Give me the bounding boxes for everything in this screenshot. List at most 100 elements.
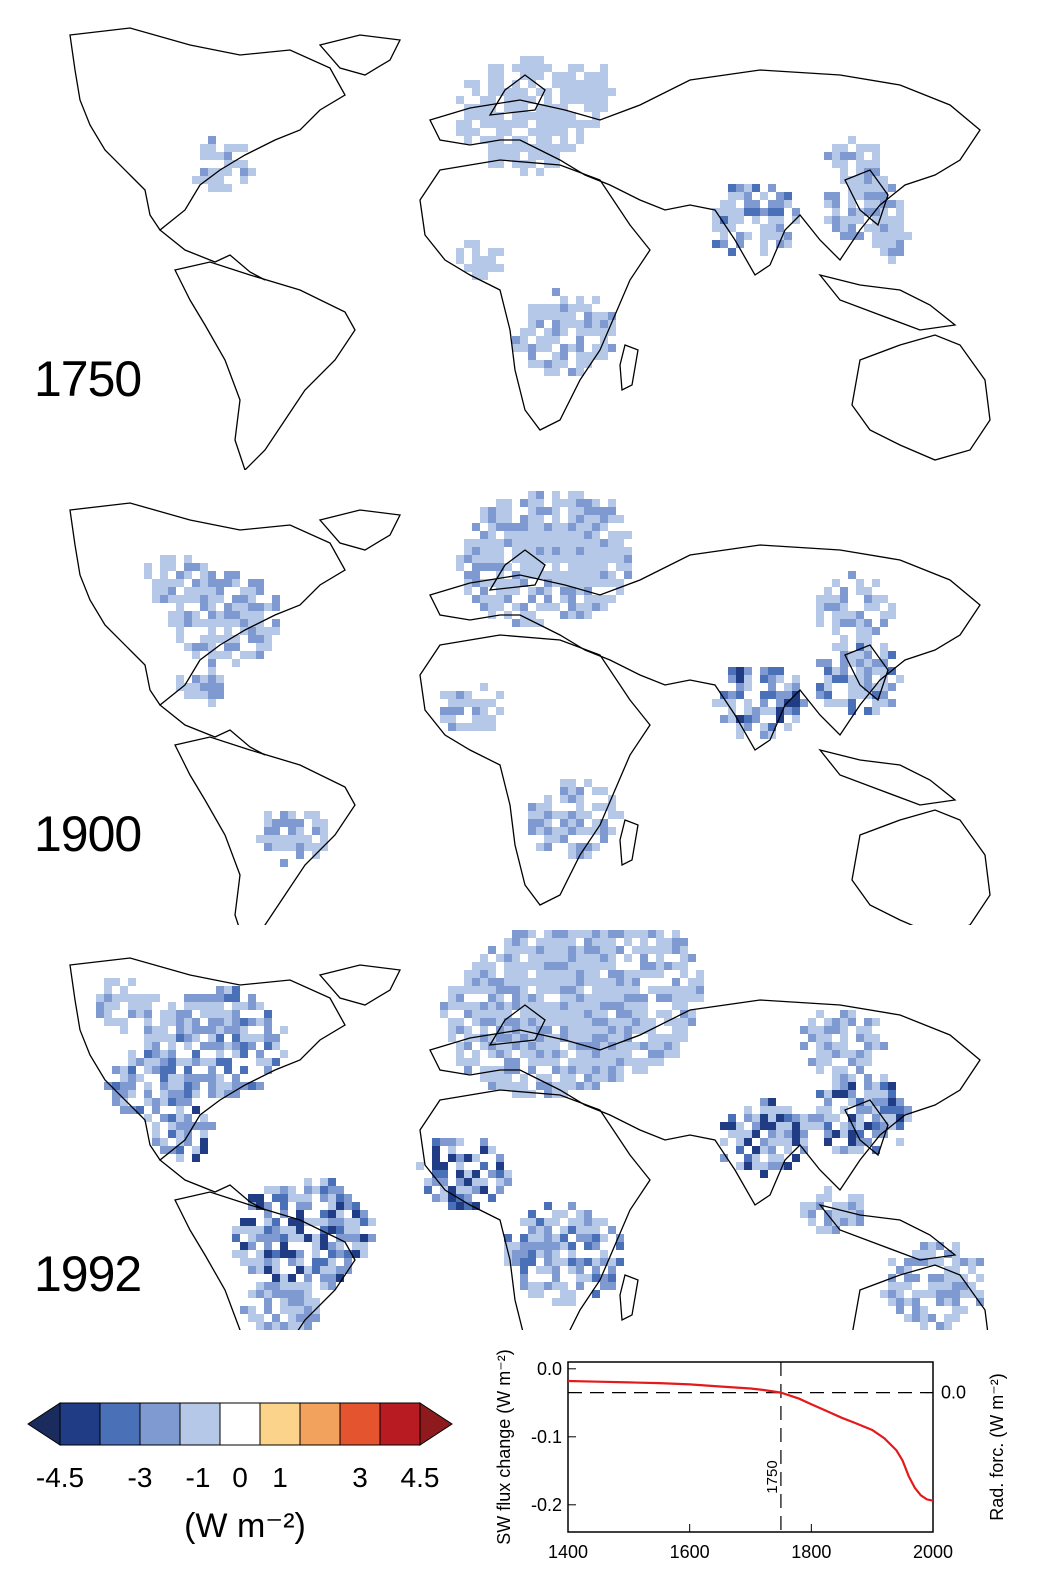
shaded-cell bbox=[616, 539, 624, 547]
shaded-cell bbox=[536, 962, 544, 970]
shaded-cell bbox=[496, 1018, 504, 1026]
shaded-cell bbox=[504, 954, 512, 962]
shaded-cell bbox=[248, 994, 256, 1002]
shaded-cell bbox=[920, 1290, 928, 1298]
shaded-cell bbox=[536, 152, 544, 160]
colorbar-svg: -4.5 -3 -1 0 1 3 4.5 (W m⁻²) bbox=[27, 1402, 453, 1545]
shaded-cell bbox=[544, 986, 552, 994]
shaded-cell bbox=[784, 1146, 792, 1154]
shaded-cell bbox=[816, 683, 824, 691]
shaded-cell bbox=[552, 515, 560, 523]
shaded-cell bbox=[880, 699, 888, 707]
shaded-cell bbox=[896, 1114, 904, 1122]
shaded-cell bbox=[536, 954, 544, 962]
shaded-cell bbox=[456, 1170, 464, 1178]
shaded-cell bbox=[872, 144, 880, 152]
shaded-cell bbox=[544, 819, 552, 827]
shaded-cell bbox=[592, 1042, 600, 1050]
shaded-cell bbox=[200, 1074, 208, 1082]
shaded-cell bbox=[544, 603, 552, 611]
shaded-cell bbox=[552, 571, 560, 579]
shaded-cell bbox=[592, 1074, 600, 1082]
shaded-cell bbox=[872, 1130, 880, 1138]
shaded-cell bbox=[232, 994, 240, 1002]
shaded-cell bbox=[488, 1034, 496, 1042]
shaded-cell bbox=[488, 72, 496, 80]
shaded-cell bbox=[472, 1002, 480, 1010]
shaded-cell bbox=[560, 1066, 568, 1074]
shaded-cell bbox=[584, 1018, 592, 1026]
shaded-cell bbox=[768, 216, 776, 224]
shaded-cell bbox=[560, 312, 568, 320]
shaded-cell bbox=[840, 1130, 848, 1138]
shaded-cell bbox=[272, 595, 280, 603]
shaded-cell bbox=[840, 611, 848, 619]
shaded-cell bbox=[672, 1018, 680, 1026]
shaded-cell bbox=[896, 1098, 904, 1106]
shaded-cell bbox=[664, 1018, 672, 1026]
shaded-cell bbox=[824, 691, 832, 699]
shaded-cell bbox=[760, 699, 768, 707]
shaded-cell bbox=[744, 200, 752, 208]
shaded-cell bbox=[576, 803, 584, 811]
shaded-cell bbox=[480, 683, 488, 691]
shaded-cell bbox=[560, 571, 568, 579]
shaded-cell bbox=[160, 1066, 168, 1074]
shaded-cell bbox=[584, 954, 592, 962]
shaded-cell bbox=[544, 1074, 552, 1082]
shaded-cell bbox=[320, 1226, 328, 1234]
shaded-cell bbox=[304, 1282, 312, 1290]
shaded-cell bbox=[224, 579, 232, 587]
shaded-cell bbox=[552, 1010, 560, 1018]
shaded-cell bbox=[280, 1298, 288, 1306]
shaded-cell bbox=[152, 1138, 160, 1146]
shaded-cell bbox=[456, 994, 464, 1002]
shaded-cell bbox=[824, 152, 832, 160]
shaded-cell bbox=[248, 1194, 256, 1202]
shaded-cell bbox=[512, 80, 520, 88]
shaded-cell bbox=[824, 192, 832, 200]
coastline bbox=[619, 819, 639, 867]
shaded-cell bbox=[312, 827, 320, 835]
shaded-cell bbox=[592, 112, 600, 120]
shaded-cell bbox=[592, 1066, 600, 1074]
shaded-cell bbox=[880, 224, 888, 232]
shaded-cell bbox=[480, 136, 488, 144]
shaded-cell bbox=[600, 320, 608, 328]
shaded-cell bbox=[824, 667, 832, 675]
shaded-cell bbox=[288, 1274, 296, 1282]
shaded-cell bbox=[256, 603, 264, 611]
shaded-cell bbox=[608, 1274, 616, 1282]
shaded-cell bbox=[544, 795, 552, 803]
shaded-cell bbox=[528, 1226, 536, 1234]
shaded-cell bbox=[760, 1146, 768, 1154]
shaded-cell bbox=[544, 304, 552, 312]
shaded-cell bbox=[760, 1098, 768, 1106]
shaded-cell bbox=[608, 962, 616, 970]
shaded-cell bbox=[608, 946, 616, 954]
shaded-cell bbox=[520, 1074, 528, 1082]
shaded-cell bbox=[808, 1210, 816, 1218]
shaded-cell bbox=[944, 1250, 952, 1258]
shaded-cell bbox=[576, 1050, 584, 1058]
shaded-cell bbox=[592, 120, 600, 128]
shaded-cell bbox=[520, 1218, 528, 1226]
shaded-cell bbox=[880, 200, 888, 208]
shaded-cell bbox=[296, 1306, 304, 1314]
shaded-cell bbox=[536, 1018, 544, 1026]
shaded-cell bbox=[464, 1026, 472, 1034]
shaded-cell bbox=[632, 1010, 640, 1018]
shaded-cell bbox=[584, 970, 592, 978]
shaded-cell bbox=[840, 619, 848, 627]
shaded-cell bbox=[264, 1226, 272, 1234]
shaded-cell bbox=[296, 1298, 304, 1306]
shaded-cell bbox=[224, 152, 232, 160]
shaded-cell bbox=[584, 507, 592, 515]
y-left-axis-label: SW flux change (W m⁻²) bbox=[494, 1349, 514, 1545]
shaded-cell bbox=[304, 1178, 312, 1186]
shaded-cell bbox=[880, 1082, 888, 1090]
shaded-cell bbox=[776, 1114, 784, 1122]
shaded-cell bbox=[120, 1018, 128, 1026]
shaded-cell bbox=[840, 1034, 848, 1042]
shaded-cell bbox=[536, 587, 544, 595]
